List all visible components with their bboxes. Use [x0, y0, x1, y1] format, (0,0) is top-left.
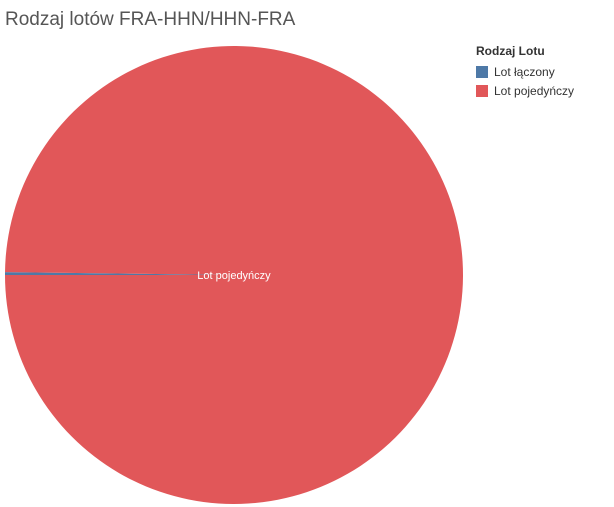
chart-title: Rodzaj lotów FRA-HHN/HHN-FRA	[5, 9, 296, 30]
legend-swatch-lot-pojedynczy	[476, 84, 488, 97]
slice-label-lot-pojedynczy: Lot pojedyńczy	[197, 270, 271, 282]
pie-slice-lot-pojedynczy[interactable]	[5, 46, 464, 504]
legend-item-lot-laczony[interactable]: Lot łączony	[476, 62, 574, 81]
pie-slice-lot-laczony[interactable]	[5, 272, 234, 275]
legend-title: Rodzaj Lotu	[476, 44, 545, 58]
legend-item-lot-pojedynczy[interactable]: Lot pojedyńczy	[476, 81, 574, 100]
legend-label-lot-pojedynczy: Lot pojedyńczy	[494, 83, 575, 98]
legend-swatch-lot-laczony	[476, 65, 488, 78]
legend-label-lot-laczony: Lot łączony	[494, 64, 555, 79]
legend: Rodzaj Lotu Lot łączony Lot pojedyńczy	[476, 44, 574, 100]
